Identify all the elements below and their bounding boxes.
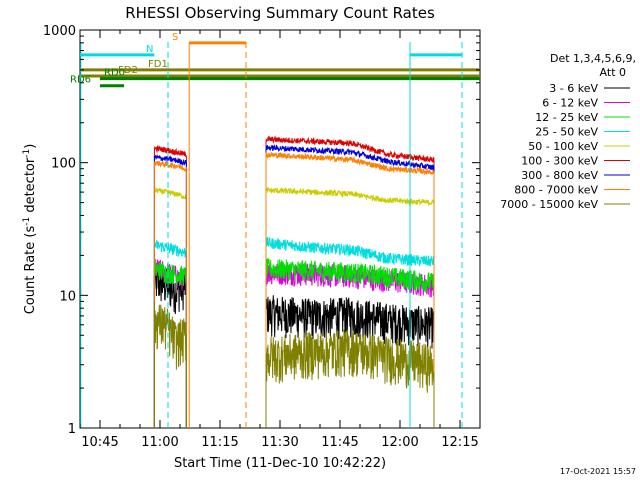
- legend-label: 25 - 50 keV: [535, 126, 598, 139]
- series-line: [265, 186, 435, 428]
- x-axis-ticks: 10:45 11:00 11:15 11:30 11:45 12:00 12:15: [79, 30, 481, 450]
- legend-label: 300 - 800 keV: [521, 169, 598, 182]
- marker-layer: [80, 42, 463, 428]
- legend-label: 3 - 6 keV: [549, 82, 598, 95]
- series-line: [265, 263, 435, 428]
- y-tick-label: 1: [68, 422, 76, 437]
- flag-label: S: [172, 32, 178, 43]
- x-tick-label: 11:15: [201, 435, 238, 450]
- series-line: [265, 329, 435, 428]
- flag-label: FD2: [118, 65, 138, 76]
- series-line: [153, 144, 187, 428]
- x-tick-label: 11:45: [321, 435, 358, 450]
- series-line: [153, 259, 187, 428]
- series-line: [265, 237, 435, 428]
- legend-label: 100 - 300 keV: [521, 155, 598, 168]
- footer-timestamp: 17-Oct-2021 15:57: [560, 467, 636, 476]
- series-line: [153, 160, 187, 428]
- legend-label: 7000 - 15000 keV: [500, 198, 598, 211]
- legend-label: 12 - 25 keV: [535, 111, 598, 124]
- series-line: [265, 257, 435, 428]
- flag-layer: SNFD1FD2RD0RD6: [70, 32, 480, 88]
- legend: Det 1,3,4,5,6,9, Att 0 3 - 6 keV 6 - 12 k…: [500, 52, 636, 211]
- legend-header-line1: Det 1,3,4,5,6,9,: [550, 52, 636, 65]
- y-axis-ticks: 1 10 100 1000: [43, 24, 480, 437]
- x-tick-label: 12:00: [381, 435, 418, 450]
- x-axis-label: Start Time (11-Dec-10 10:42:22): [174, 456, 386, 471]
- x-tick-label: 12:15: [441, 435, 478, 450]
- flag-label: RD0: [104, 68, 125, 79]
- series-line: [153, 187, 187, 428]
- series-line: [265, 151, 435, 428]
- series-line: [265, 135, 435, 428]
- legend-header-line2: Att 0: [600, 66, 626, 79]
- legend-label: 50 - 100 keV: [528, 140, 598, 153]
- chart-title: RHESSI Observing Summary Count Rates: [125, 4, 435, 22]
- y-axis-label: Count Rate (s-1 detector-1): [22, 144, 38, 315]
- x-tick-label: 11:30: [261, 435, 298, 450]
- x-tick-label: 11:00: [141, 435, 178, 450]
- legend-label: 6 - 12 keV: [542, 97, 598, 110]
- series-line: [265, 144, 435, 428]
- y-tick-label: 10: [59, 289, 76, 304]
- series-line: [153, 301, 187, 428]
- legend-label: 800 - 7000 keV: [514, 184, 598, 197]
- series-line: [153, 239, 187, 428]
- series-line: [265, 295, 435, 428]
- flag-label: FD1: [148, 59, 168, 70]
- x-tick-label: 10:45: [81, 435, 118, 450]
- flag-label: N: [146, 44, 153, 55]
- series-line: [153, 154, 187, 428]
- y-tick-label: 100: [51, 157, 76, 172]
- series-layer: [153, 135, 435, 428]
- y-tick-label: 1000: [43, 24, 76, 39]
